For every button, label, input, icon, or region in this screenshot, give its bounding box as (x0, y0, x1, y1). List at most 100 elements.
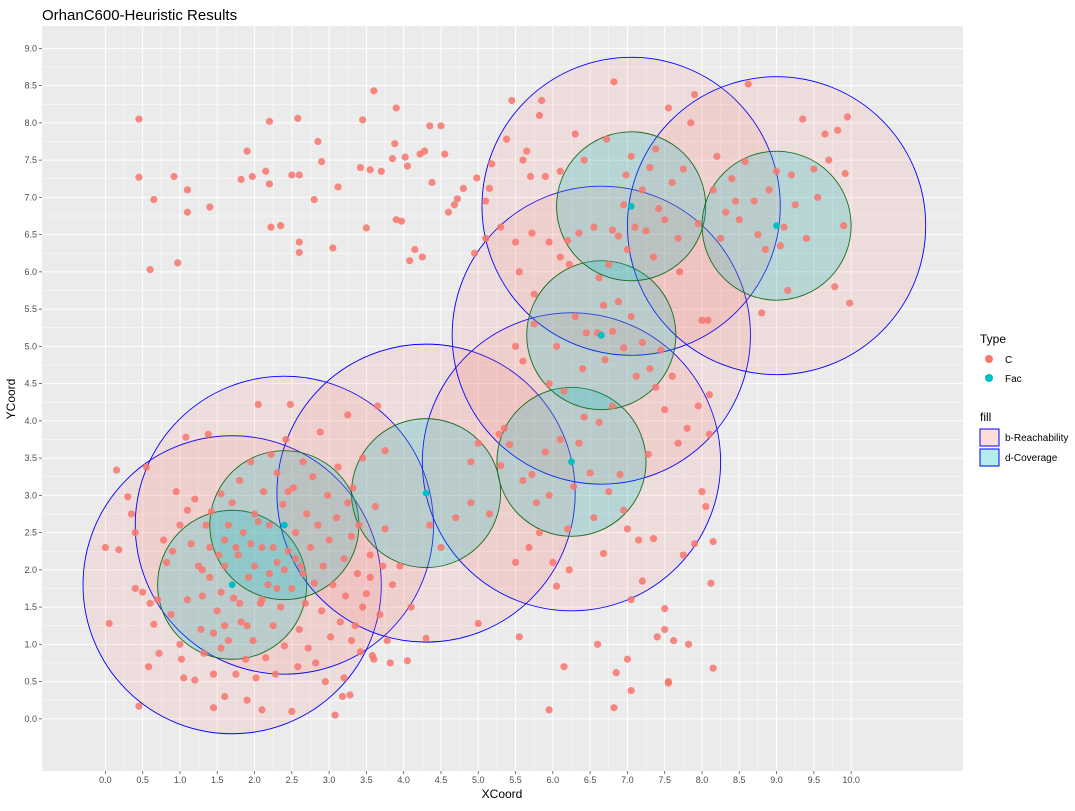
data-point-c (843, 113, 852, 121)
data-point-c (247, 540, 255, 548)
data-point-c (316, 428, 324, 436)
data-point-c (545, 380, 553, 388)
data-point-c (813, 193, 822, 201)
data-point-c (556, 167, 564, 175)
legend-label-reachability: b-Reachability (1005, 433, 1068, 444)
data-point-c (556, 435, 564, 444)
data-point-c (731, 197, 740, 205)
y-tick-label: 2.5 (24, 528, 37, 538)
data-point-c (243, 622, 251, 630)
data-point-c (206, 543, 214, 552)
data-point-c (646, 163, 654, 172)
data-point-c (679, 165, 687, 173)
data-point-c (802, 234, 810, 242)
data-point-c (353, 569, 362, 578)
data-point-fac (422, 489, 430, 497)
data-point-c (545, 706, 553, 714)
data-point-c (428, 178, 436, 187)
data-point-c (799, 115, 807, 123)
data-point-c (530, 290, 538, 298)
data-point-c (167, 610, 175, 619)
data-point-c (441, 150, 449, 158)
data-point-c (221, 692, 229, 701)
data-point-c (183, 208, 192, 216)
data-point-c (411, 245, 419, 254)
x-tick-label: 0.5 (136, 775, 149, 785)
data-point-c (694, 402, 702, 410)
x-tick-label: 10.0 (842, 775, 860, 785)
data-point-c (595, 274, 603, 282)
legend-key-coverage (979, 448, 1000, 467)
y-axis-label: YCoord (4, 379, 18, 420)
data-point-c (735, 216, 743, 224)
data-point-c (299, 569, 307, 578)
data-point-c (187, 540, 195, 548)
data-point-c (620, 201, 628, 209)
y-tick-label: 5.5 (24, 304, 37, 314)
data-point-c (831, 283, 839, 291)
data-point-c (282, 435, 290, 444)
y-tick-label: 0.5 (24, 677, 37, 687)
data-point-c (176, 640, 184, 648)
data-point-c (661, 216, 669, 224)
data-point-c (124, 493, 132, 501)
legend-fill: fill b-Reachability d-Coverage (979, 410, 1068, 467)
x-tick-label: 1.5 (211, 775, 224, 785)
data-point-c (206, 203, 214, 211)
data-point-c (511, 238, 520, 246)
data-point-c (426, 521, 434, 529)
y-tick-label: 7.5 (24, 155, 37, 165)
data-point-c (271, 670, 280, 678)
data-point-c (834, 126, 842, 134)
data-point-c (341, 592, 350, 600)
data-point-fac (773, 222, 780, 230)
data-point-c (485, 510, 494, 518)
data-point-c (162, 558, 171, 567)
data-point-c (709, 537, 717, 546)
data-point-c (690, 540, 699, 548)
data-point-c (217, 644, 225, 652)
data-point-c (610, 704, 618, 712)
data-point-c (622, 171, 630, 179)
x-tick-label: 5.0 (472, 775, 485, 785)
y-tick-label: 9.0 (24, 43, 37, 53)
data-point-c (717, 234, 725, 242)
data-point-c (761, 245, 769, 254)
data-point-c (262, 167, 270, 175)
data-point-c (709, 664, 717, 672)
data-point-c (564, 525, 572, 533)
data-point-fac (228, 581, 236, 589)
data-point-fac (280, 521, 288, 529)
legend-label-c: C (1005, 355, 1012, 366)
data-point-c (131, 584, 139, 593)
y-tick-label: 1.5 (24, 602, 37, 612)
data-point-c (627, 686, 635, 695)
data-point-c (209, 704, 218, 712)
data-point-c (331, 711, 339, 719)
data-point-c (787, 171, 796, 179)
data-point-c (115, 546, 123, 554)
data-point-c (638, 577, 646, 585)
data-point-fac (627, 202, 635, 210)
data-point-c (605, 260, 613, 268)
data-point-c (780, 223, 788, 231)
data-point-c (381, 525, 389, 533)
data-point-c (653, 633, 661, 641)
data-point-c (291, 555, 300, 563)
data-point-c (284, 488, 292, 496)
data-point-c (644, 450, 652, 458)
data-point-c (142, 463, 151, 471)
data-point-c (269, 622, 277, 630)
data-point-c (202, 521, 210, 529)
data-point-c (244, 573, 253, 581)
data-point-c (346, 691, 354, 699)
data-point-c (269, 543, 277, 552)
data-point-c (180, 674, 188, 682)
data-point-c (722, 208, 730, 216)
data-point-c (392, 104, 400, 112)
grid-major (42, 26, 963, 771)
data-point-c (217, 588, 225, 596)
data-point-c (371, 502, 379, 511)
data-point-c (627, 312, 635, 321)
